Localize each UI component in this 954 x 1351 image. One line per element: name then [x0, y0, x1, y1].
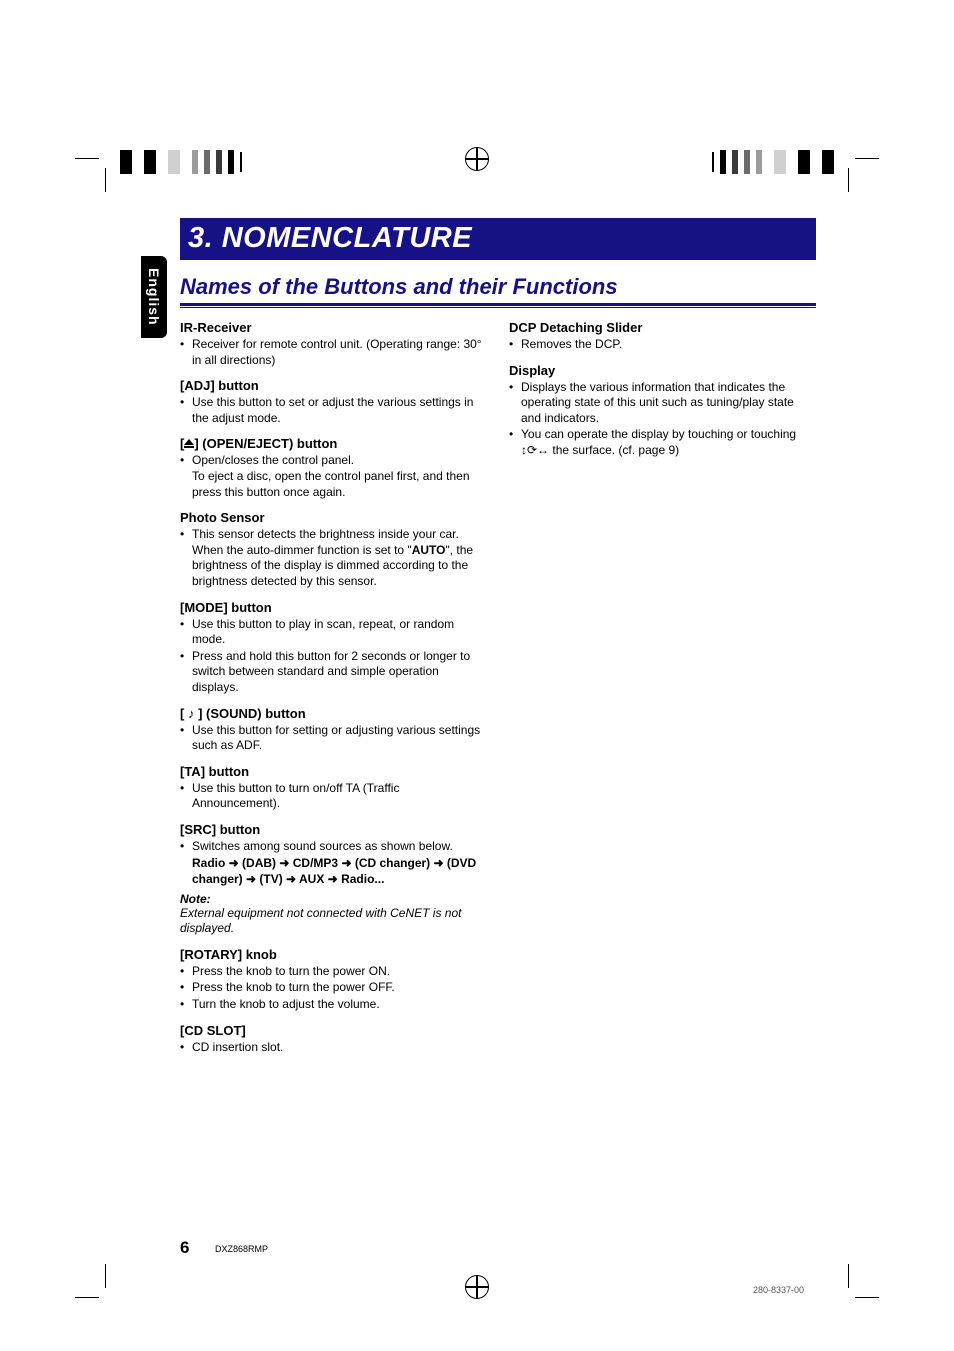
bullet-item: Switches among sound sources as shown be… [180, 839, 487, 855]
document-id: 280-8337-00 [753, 1285, 804, 1295]
subhead-ta: [TA] button [180, 764, 487, 779]
left-column: IR-Receiver Receiver for remote control … [180, 320, 487, 1057]
subhead-cdslot: [CD SLOT] [180, 1023, 487, 1038]
bullet-item: Press the knob to turn the power OFF. [180, 980, 487, 996]
bullet-item: Use this button for setting or adjusting… [180, 723, 487, 754]
crop-mark-bl [75, 1256, 115, 1316]
registration-mark-bottom-center [465, 1275, 489, 1299]
section-title: Names of the Buttons and their Functions [180, 274, 816, 306]
bullet-item: Press the knob to turn the power ON. [180, 964, 487, 980]
subhead-sound: [ ♪ ] (SOUND) button [180, 706, 487, 721]
bullet-item: Receiver for remote control unit. (Opera… [180, 337, 487, 368]
two-column-layout: IR-Receiver Receiver for remote control … [180, 320, 816, 1057]
section-title-text: Names of the Buttons and their Functions [180, 274, 618, 299]
bullet-item: Removes the DCP. [509, 337, 816, 353]
bullet-item: Turn the knob to adjust the volume. [180, 997, 487, 1013]
bullets-mode: Use this button to play in scan, repeat,… [180, 617, 487, 696]
bullets-adj: Use this button to set or adjust the var… [180, 395, 487, 426]
crop-mark-tr [839, 140, 879, 200]
src-chain: Radio ➜ (DAB) ➜ CD/MP3 ➜ (CD changer) ➜ … [180, 856, 487, 887]
eject-icon [184, 439, 194, 449]
bullets-src: Switches among sound sources as shown be… [180, 839, 487, 855]
subhead-dcp: DCP Detaching Slider [509, 320, 816, 335]
bullets-photo-sensor: This sensor detects the brightness insid… [180, 527, 487, 589]
subhead-ir-receiver: IR-Receiver [180, 320, 487, 335]
bullet-item: Use this button to play in scan, repeat,… [180, 617, 487, 648]
subhead-adj: [ADJ] button [180, 378, 487, 393]
bullets-ta: Use this button to turn on/off TA (Traff… [180, 781, 487, 812]
bullet-text: Open/closes the control panel. [192, 453, 354, 467]
page-number: 6 [180, 1238, 189, 1258]
source-chain-text: Radio ➜ (DAB) ➜ CD/MP3 ➜ (CD changer) ➜ … [192, 856, 476, 886]
bullet-item: Press and hold this button for 2 seconds… [180, 649, 487, 696]
bracket-close: ] (OPEN/EJECT) button [194, 436, 337, 451]
bullets-rotary: Press the knob to turn the power ON. Pre… [180, 964, 487, 1013]
crop-mark-tl [75, 140, 115, 200]
language-tab: English [141, 256, 167, 338]
note-body: External equipment not connected with Ce… [180, 906, 487, 937]
bullets-dcp: Removes the DCP. [509, 337, 816, 353]
bullets-display: Displays the various information that in… [509, 380, 816, 459]
bullets-eject: Open/closes the control panel. To eject … [180, 453, 487, 500]
subhead-eject: [] (OPEN/EJECT) button [180, 436, 487, 451]
bullets-sound: Use this button for setting or adjusting… [180, 723, 487, 754]
model-id: DXZ868RMP [215, 1244, 268, 1254]
sub-line: To eject a disc, open the control panel … [192, 469, 487, 500]
note-heading: Note: [180, 892, 487, 906]
bullet-item: Open/closes the control panel. To eject … [180, 453, 487, 500]
note-icon: ♪ [188, 706, 195, 721]
subhead-src: [SRC] button [180, 822, 487, 837]
bullet-item: You can operate the display by touching … [509, 427, 816, 458]
chapter-title: 3. NOMENCLATURE [180, 218, 816, 260]
registration-mark-top-left [120, 150, 242, 174]
bullet-item: Use this button to set or adjust the var… [180, 395, 487, 426]
bullet-item: Use this button to turn on/off TA (Traff… [180, 781, 487, 812]
right-column: DCP Detaching Slider Removes the DCP. Di… [509, 320, 816, 1057]
bullet-item: This sensor detects the brightness insid… [180, 527, 487, 589]
subhead-display: Display [509, 363, 816, 378]
subhead-rotary: [ROTARY] knob [180, 947, 487, 962]
subhead-photo-sensor: Photo Sensor [180, 510, 487, 525]
bullet-item: CD insertion slot. [180, 1040, 487, 1056]
crop-mark-br [839, 1256, 879, 1316]
bullets-ir-receiver: Receiver for remote control unit. (Opera… [180, 337, 487, 368]
bullet-item: Displays the various information that in… [509, 380, 816, 427]
bullets-cdslot: CD insertion slot. [180, 1040, 487, 1056]
subhead-mode: [MODE] button [180, 600, 487, 615]
page-content: 3. NOMENCLATURE Names of the Buttons and… [180, 218, 816, 1057]
registration-mark-top-center [465, 147, 489, 171]
registration-mark-top-right [712, 150, 834, 174]
